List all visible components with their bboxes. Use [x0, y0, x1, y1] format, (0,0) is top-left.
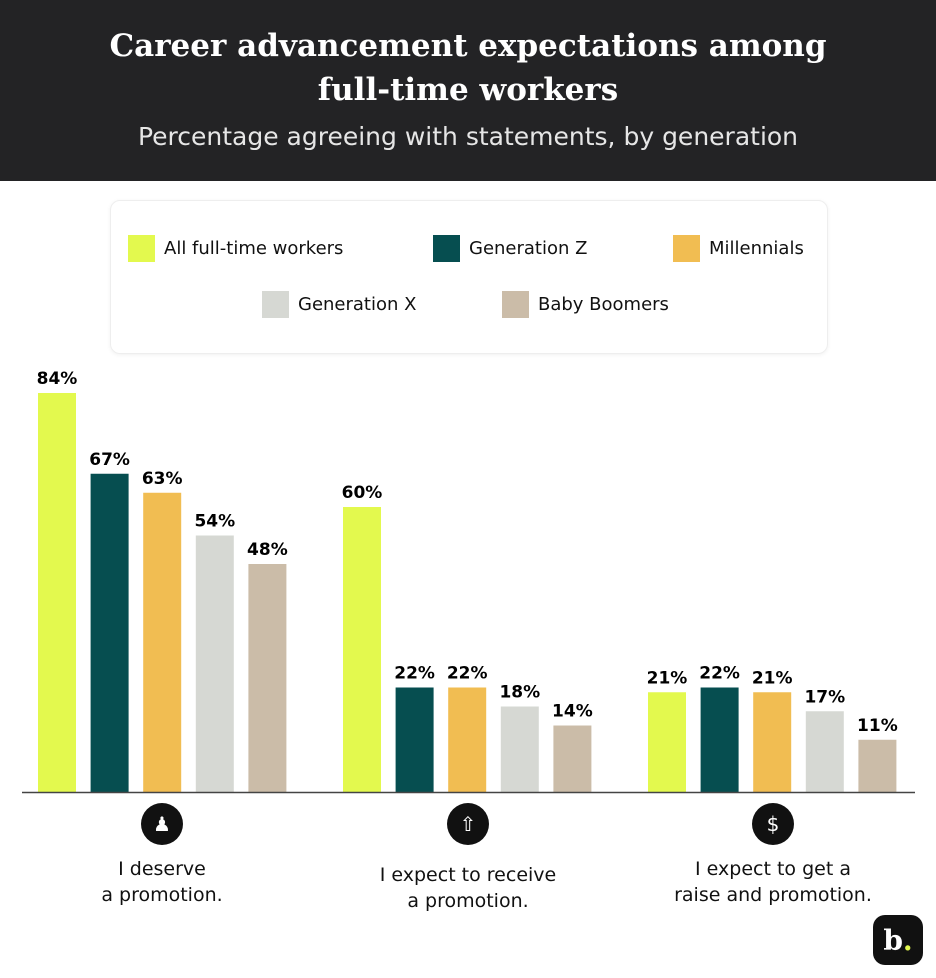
data-label: 60% [342, 483, 383, 503]
legend-swatch [128, 235, 155, 262]
legend-swatch [502, 291, 529, 318]
data-label: 21% [647, 668, 688, 688]
legend-label: Millennials [709, 238, 804, 259]
data-label: 84% [37, 369, 78, 389]
legend-item: Millennials [673, 235, 804, 262]
data-label: 48% [247, 540, 288, 560]
bar [500, 706, 539, 792]
category-label: I deserve a promotion. [101, 858, 223, 906]
legend-label: Baby Boomers [538, 294, 669, 315]
data-label: 63% [142, 469, 183, 489]
bar [90, 473, 129, 792]
legend-swatch [673, 235, 700, 262]
bar [448, 687, 487, 792]
bar [38, 393, 76, 792]
data-label: 17% [804, 687, 845, 707]
brand-logo: b. [873, 915, 923, 965]
legend-label: Generation X [298, 294, 417, 315]
legend-label: All full-time workers [164, 238, 344, 259]
bar [700, 687, 739, 792]
data-label: 54% [194, 512, 235, 532]
bar [248, 564, 287, 792]
chart-subtitle: Percentage agreeing with statements, by … [137, 122, 799, 151]
data-label: 21% [752, 668, 793, 688]
legend-item: Generation Z [433, 235, 587, 262]
legend-swatch [433, 235, 460, 262]
data-label: 14% [552, 702, 593, 722]
data-label: 67% [89, 450, 130, 470]
rising-arrow-icon: ⇧ [447, 803, 489, 845]
businessman-icon: ♟ [141, 803, 183, 845]
bar [553, 725, 592, 792]
legend-item: Baby Boomers [502, 291, 669, 318]
legend-swatch [262, 291, 289, 318]
bar [648, 692, 686, 792]
header: Career advancement expectations among fu… [0, 0, 936, 181]
chart-title: Career advancement expectations among fu… [109, 28, 827, 108]
data-label: 11% [857, 716, 898, 736]
bar [753, 692, 792, 792]
dollar-growth-icon: $ [752, 803, 794, 845]
data-label: 22% [699, 664, 740, 684]
category-label: I expect to receive a promotion. [379, 864, 557, 912]
data-label: 18% [499, 683, 540, 703]
bar [343, 507, 381, 792]
bar [195, 535, 234, 792]
category-label: I expect to get a raise and promotion. [674, 858, 872, 906]
legend: All full-time workers Generation Z Mille… [110, 200, 828, 354]
data-label: 22% [394, 664, 435, 684]
bar [858, 739, 897, 792]
legend-item: Generation X [262, 291, 416, 318]
legend-label: Generation Z [469, 238, 588, 259]
bar [395, 687, 434, 792]
bar [805, 711, 844, 792]
data-label: 22% [447, 664, 488, 684]
legend-item: All full-time workers [128, 235, 343, 262]
bar [143, 492, 182, 792]
